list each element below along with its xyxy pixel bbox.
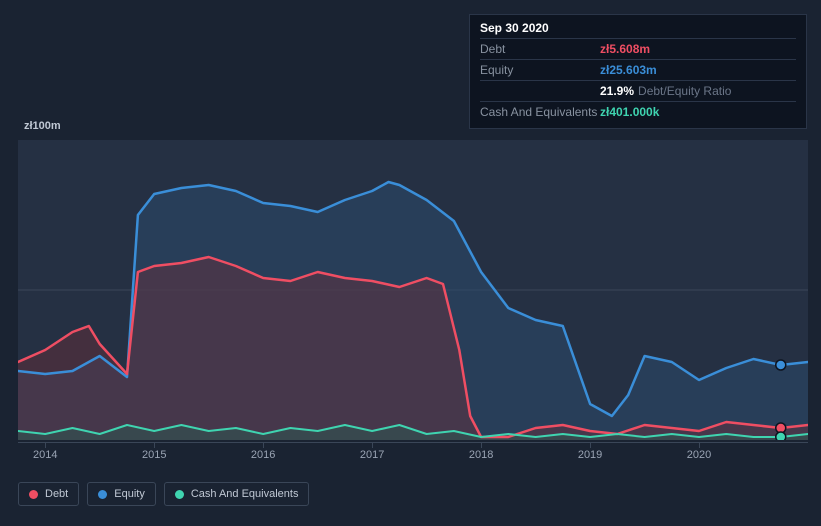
- legend-item-equity[interactable]: Equity: [87, 482, 156, 506]
- tooltip-row-cash: Cash And Equivalents zł401.000k: [480, 101, 796, 122]
- cash-marker: [776, 432, 786, 440]
- legend-label: Cash And Equivalents: [191, 488, 299, 500]
- x-axis-label: 2016: [251, 449, 275, 461]
- equity-legend-dot-icon: [98, 490, 107, 499]
- x-tick: [372, 443, 373, 448]
- legend-label: Equity: [114, 488, 145, 500]
- legend-item-debt[interactable]: Debt: [18, 482, 79, 506]
- tooltip-debt-value: zł5.608m: [600, 42, 650, 56]
- x-axis-label: 2019: [578, 449, 602, 461]
- chart-legend: Debt Equity Cash And Equivalents: [18, 482, 309, 506]
- tooltip-row-ratio: 21.9%Debt/Equity Ratio: [480, 80, 796, 101]
- tooltip-ratio-spacer: [480, 84, 600, 98]
- tooltip-cash-value: zł401.000k: [600, 105, 659, 119]
- legend-label: Debt: [45, 488, 68, 500]
- x-tick: [45, 443, 46, 448]
- x-tick: [699, 443, 700, 448]
- x-tick: [590, 443, 591, 448]
- tooltip-date: Sep 30 2020: [480, 21, 796, 38]
- tooltip-row-debt: Debt zł5.608m: [480, 38, 796, 59]
- chart-svg: [18, 140, 808, 440]
- cash-legend-dot-icon: [175, 490, 184, 499]
- x-axis: 2014 2015 2016 2017 2018 2019 2020: [18, 442, 808, 462]
- tooltip-ratio-value: 21.9%Debt/Equity Ratio: [600, 84, 731, 98]
- chart-tooltip: Sep 30 2020 Debt zł5.608m Equity zł25.60…: [469, 14, 807, 129]
- x-axis-label: 2015: [142, 449, 166, 461]
- x-tick: [481, 443, 482, 448]
- x-tick: [263, 443, 264, 448]
- equity-marker: [776, 360, 786, 370]
- y-axis-top-label: zł100m: [24, 120, 61, 132]
- tooltip-equity-value: zł25.603m: [600, 63, 657, 77]
- tooltip-row-equity: Equity zł25.603m: [480, 59, 796, 80]
- x-axis-label: 2018: [469, 449, 493, 461]
- chart-plot-area[interactable]: [18, 140, 808, 440]
- debt-legend-dot-icon: [29, 490, 38, 499]
- x-axis-label: 2014: [33, 449, 57, 461]
- legend-item-cash[interactable]: Cash And Equivalents: [164, 482, 310, 506]
- tooltip-equity-label: Equity: [480, 63, 600, 77]
- tooltip-debt-label: Debt: [480, 42, 600, 56]
- x-axis-label: 2020: [687, 449, 711, 461]
- x-axis-label: 2017: [360, 449, 384, 461]
- x-tick: [154, 443, 155, 448]
- tooltip-cash-label: Cash And Equivalents: [480, 105, 600, 119]
